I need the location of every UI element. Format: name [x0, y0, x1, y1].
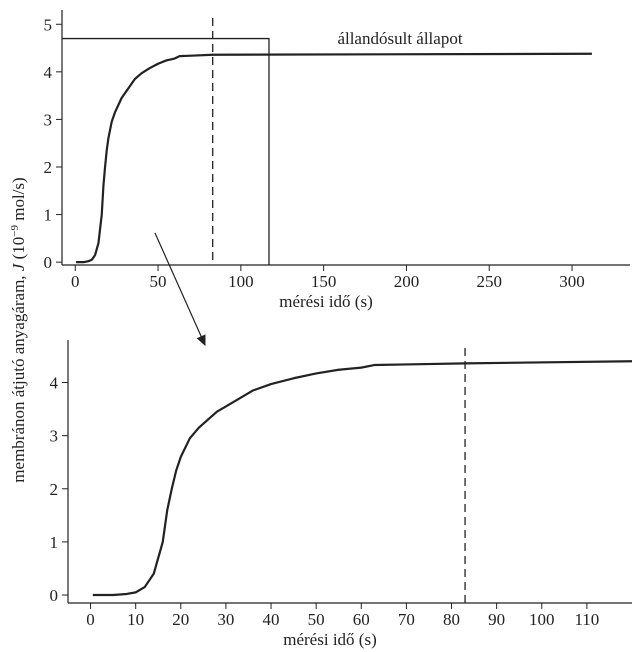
y-label-part: membránon átjutó anyagáram, — [9, 271, 28, 482]
y-tick-label: 5 — [44, 15, 53, 34]
y-tick-label: 2 — [44, 158, 53, 177]
x-tick-label: 300 — [559, 272, 585, 291]
y-tick-label: 4 — [50, 374, 59, 393]
x-tick-label: 10 — [127, 610, 144, 629]
y-label-part: −9 — [9, 225, 21, 237]
data-line — [92, 360, 632, 597]
x-tick-label: 100 — [529, 610, 555, 629]
x-tick-label: 70 — [398, 610, 415, 629]
x-tick-label: 0 — [86, 610, 95, 629]
y-tick-label: 0 — [44, 253, 53, 272]
x-tick-label: 250 — [476, 272, 502, 291]
y-label-part: mol/s) — [9, 177, 28, 225]
x-tick-label: 80 — [443, 610, 460, 629]
y-tick-label: 4 — [44, 63, 53, 82]
zoom-arrow — [154, 232, 206, 347]
y-label-part: J — [9, 262, 28, 271]
y-tick-label: 3 — [50, 427, 59, 446]
x-axis-label: mérési idő (s) — [283, 630, 376, 649]
x-tick-label: 110 — [574, 610, 599, 629]
x-tick-label: 50 — [150, 272, 167, 291]
x-tick-label: 0 — [71, 272, 80, 291]
x-tick-label: 20 — [172, 610, 189, 629]
data-line — [76, 52, 592, 264]
y-tick-label: 0 — [50, 586, 59, 605]
x-tick-label: 30 — [217, 610, 234, 629]
x-axis-label: mérési idő (s) — [279, 292, 372, 311]
x-tick-label: 60 — [353, 610, 370, 629]
x-tick-label: 100 — [228, 272, 254, 291]
y-tick-label: 1 — [50, 533, 59, 552]
x-tick-label: 150 — [311, 272, 337, 291]
x-tick-label: 90 — [488, 610, 505, 629]
y-label-part: (10 — [9, 237, 28, 264]
y-tick-label: 2 — [50, 480, 59, 499]
y-tick-label: 1 — [44, 206, 53, 225]
x-tick-label: 200 — [394, 272, 420, 291]
x-tick-label: 40 — [263, 610, 280, 629]
annotation: állandósult állapot — [337, 29, 462, 48]
x-tick-label: 50 — [308, 610, 325, 629]
y-tick-label: 3 — [44, 110, 53, 129]
y-axis-label: membránon átjutó anyagáram, J (10−9 mol/… — [9, 177, 28, 482]
steady-state-box — [62, 37, 270, 265]
